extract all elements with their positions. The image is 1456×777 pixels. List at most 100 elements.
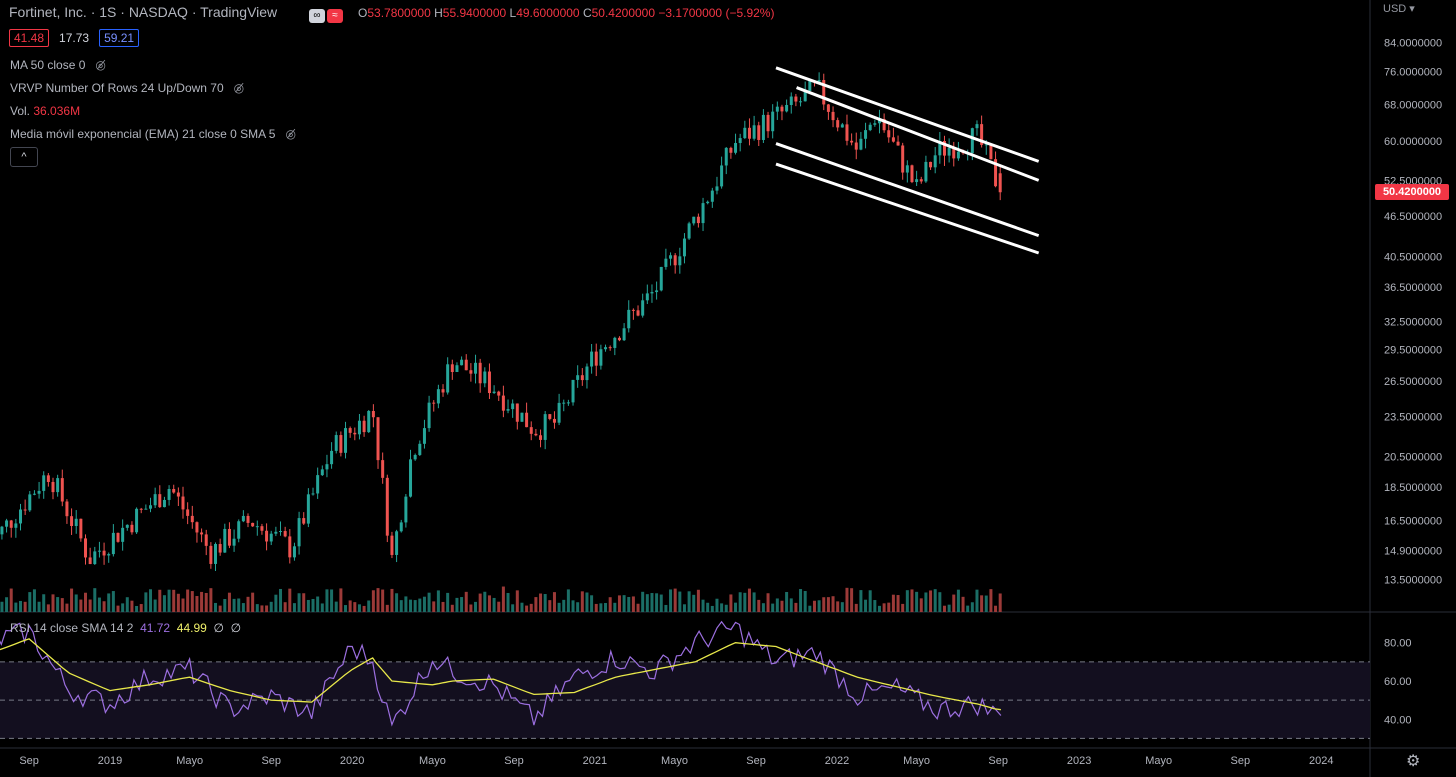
volume-bar: [209, 588, 213, 612]
volume-bar: [474, 601, 478, 612]
rsi-legend[interactable]: RSI 14 close SMA 14 2 41.72 44.99 ∅ ∅: [10, 621, 241, 635]
candle-body: [158, 494, 162, 508]
candle-body: [715, 186, 719, 191]
price-tick-label: 29.5000000: [1384, 345, 1442, 357]
candle-body: [51, 481, 55, 493]
box-red[interactable]: 41.48: [9, 29, 50, 47]
box-blue[interactable]: 59.21: [99, 29, 140, 47]
time-tick-label: 2023: [1067, 755, 1091, 767]
indicator-volume[interactable]: Vol. 36.036M: [10, 104, 80, 118]
time-tick-label: 2022: [825, 755, 849, 767]
volume-bar: [970, 602, 974, 612]
candle-body: [60, 478, 64, 502]
candle-body: [385, 477, 389, 536]
volume-bar: [32, 589, 36, 612]
candle-body: [984, 144, 988, 146]
candle-body: [831, 111, 835, 121]
candle-body: [585, 366, 589, 381]
volume-bar: [149, 589, 153, 612]
indicator-vrvp[interactable]: VRVP Number Of Rows 24 Up/Down 70 ◎̸: [10, 81, 244, 95]
volume-bar: [418, 598, 422, 612]
volume-bar: [901, 603, 905, 612]
price-tick-label: 68.0000000: [1384, 99, 1442, 111]
volume-bar: [687, 591, 691, 612]
collapse-legend-button[interactable]: ^: [10, 147, 38, 167]
candle-body: [525, 412, 529, 428]
candle-body: [650, 292, 654, 294]
candle-body: [88, 557, 92, 565]
candle-body: [826, 104, 830, 112]
volume-bar: [585, 592, 589, 612]
volume-bar: [910, 589, 914, 612]
candle-body: [919, 179, 923, 182]
eye-slash-icon[interactable]: ◎̸: [285, 127, 296, 141]
volume-bar: [511, 604, 515, 612]
volume-bar: [186, 589, 190, 612]
candle-body: [223, 528, 227, 553]
box-plain[interactable]: 17.73: [59, 31, 90, 45]
candle-body: [692, 216, 696, 224]
candle-body: [590, 351, 594, 367]
open-label: O: [358, 6, 368, 20]
volume-bar: [460, 597, 464, 612]
candle-body: [636, 310, 640, 316]
candle-body: [771, 111, 775, 132]
price-boxes: 41.48 17.73 59.21: [9, 29, 145, 47]
candle-body: [320, 469, 324, 476]
volume-bar: [817, 600, 821, 612]
price-tick-label: 20.5000000: [1384, 452, 1442, 464]
volume-bar: [673, 588, 677, 612]
candle-body: [887, 130, 891, 138]
time-tick-label: 2021: [583, 755, 607, 767]
wave-icon[interactable]: ≈: [327, 9, 343, 23]
high-label: H: [434, 6, 443, 20]
time-tick-label: Mayo: [903, 755, 930, 767]
volume-bar: [422, 596, 426, 612]
volume-bar: [60, 598, 64, 612]
volume-bar: [701, 599, 705, 612]
candle-body: [729, 147, 733, 153]
volume-bar: [905, 590, 909, 612]
indicator-ma[interactable]: MA 50 close 0 ◎̸: [10, 58, 106, 72]
volume-bar: [539, 593, 543, 612]
volume-bar: [116, 605, 120, 612]
volume-bar: [436, 590, 440, 612]
candle-body: [422, 428, 426, 444]
volume-bar: [826, 597, 830, 612]
candle-body: [441, 389, 445, 393]
eye-slash-icon[interactable]: ◎̸: [233, 81, 245, 95]
candle-body: [780, 106, 784, 112]
volume-bar: [241, 603, 245, 612]
candle-body: [204, 534, 208, 546]
volume-bar: [427, 592, 431, 612]
candle-body: [817, 79, 821, 82]
volume-bar: [525, 605, 529, 612]
volume-bar: [455, 597, 459, 612]
candle-body: [251, 522, 255, 527]
candle-body: [32, 493, 36, 495]
candle-body: [357, 420, 361, 435]
candle-body: [23, 509, 27, 511]
volume-bar: [840, 602, 844, 612]
volume-bar: [669, 589, 673, 612]
last-price-badge: 50.4200000: [1375, 184, 1449, 200]
indicator-ema[interactable]: Media móvil exponencial (EMA) 21 close 0…: [10, 127, 296, 141]
candlesticks: [0, 72, 1002, 571]
gear-icon[interactable]: ⚙: [1406, 753, 1421, 770]
volume-bar: [747, 588, 751, 612]
volume-bar: [325, 589, 329, 612]
candle-body: [710, 190, 714, 202]
candle-body: [344, 428, 348, 453]
volume-bar: [306, 599, 310, 612]
volume-bar: [432, 601, 436, 612]
volume-bar: [167, 589, 171, 612]
rsi-empty-1: ∅: [213, 621, 224, 635]
currency-selector[interactable]: USD ▾: [1383, 3, 1415, 15]
eye-slash-icon[interactable]: ◎̸: [95, 58, 106, 72]
candle-body: [604, 347, 608, 350]
link-icon[interactable]: ∞: [309, 9, 325, 23]
candle-body: [371, 410, 375, 418]
time-tick-label: Mayo: [419, 755, 446, 767]
candle-body: [859, 138, 863, 150]
